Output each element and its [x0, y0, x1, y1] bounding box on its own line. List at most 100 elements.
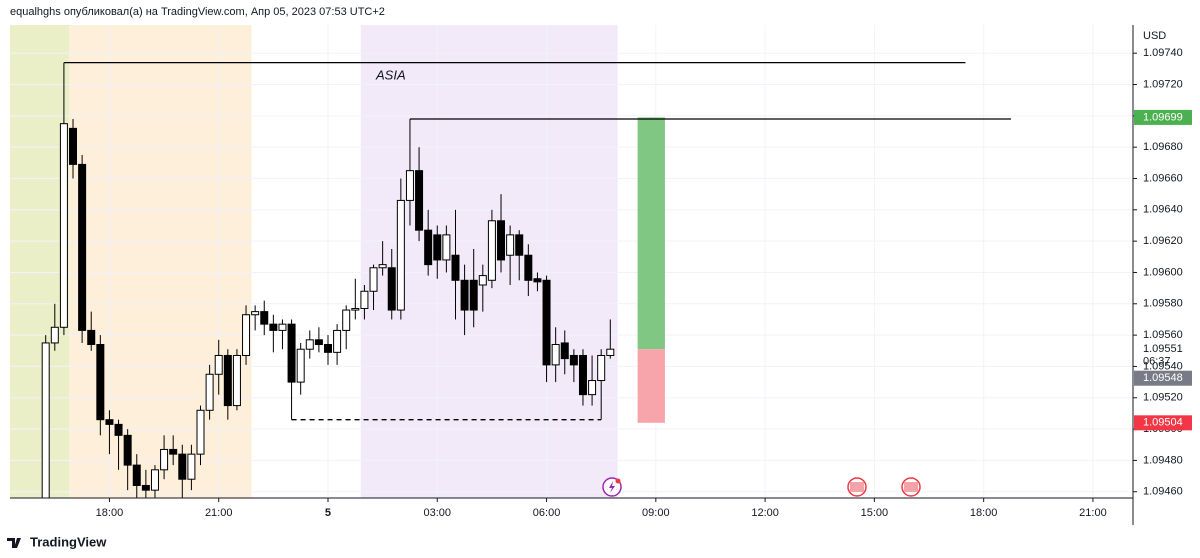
- price-tag-label: 1.09551: [1143, 343, 1183, 355]
- y-tick-label: 1.09620: [1143, 235, 1183, 247]
- session-band: [10, 25, 70, 498]
- y-tick-label: 1.09560: [1143, 329, 1183, 341]
- candle-body: [597, 354, 606, 382]
- candle-body: [87, 329, 96, 346]
- candle-body: [96, 344, 105, 421]
- candle-body: [305, 339, 314, 350]
- candle-body: [196, 409, 205, 455]
- candle-body: [506, 234, 515, 256]
- candle-body: [569, 354, 578, 366]
- candle-body: [378, 264, 387, 269]
- price-tag-label: 1.09504: [1143, 417, 1183, 429]
- y-tick-label: 1.09520: [1143, 392, 1183, 404]
- y-tick-label: 1.09720: [1143, 78, 1183, 90]
- candle-body: [214, 354, 223, 375]
- y-tick-label: 1.09480: [1143, 454, 1183, 466]
- currency: USD: [1143, 30, 1166, 42]
- y-tick-label: 1.09580: [1143, 298, 1183, 310]
- x-tick-label: 03:00: [424, 507, 452, 519]
- x-tick-label: 06:00: [533, 507, 561, 519]
- y-tick-label: 1.09540: [1143, 360, 1183, 372]
- candle-body: [460, 279, 469, 311]
- candle-body: [451, 254, 460, 281]
- y-tick-label: 1.09460: [1143, 486, 1183, 498]
- candle-body: [551, 344, 560, 366]
- candle-body: [342, 309, 351, 331]
- event-icon: [609, 481, 615, 493]
- candle-body: [50, 326, 59, 344]
- candle-body: [141, 484, 150, 491]
- candle-body: [69, 127, 78, 165]
- candle-body: [114, 423, 123, 436]
- logo-mark: [7, 538, 21, 548]
- candle-body: [405, 170, 414, 201]
- candle-body: [560, 342, 569, 360]
- candle-body: [232, 354, 241, 407]
- position-stop: [637, 349, 665, 423]
- candle-body: [442, 234, 451, 261]
- candle-body: [415, 170, 424, 231]
- candle-body: [150, 469, 159, 491]
- candle-body: [369, 267, 378, 292]
- x-tick-label: 09:00: [642, 507, 670, 519]
- candle-body: [78, 163, 87, 331]
- price-tag: [1134, 415, 1192, 431]
- position-target: [637, 117, 665, 350]
- event-icon: [904, 482, 918, 492]
- y-tick-label: 1.09740: [1143, 47, 1183, 59]
- y-tick-label: 1.09680: [1143, 141, 1183, 153]
- candle-body: [59, 123, 68, 328]
- event-icon: [615, 478, 621, 484]
- x-tick-label: 5: [325, 507, 331, 519]
- candle-body: [333, 329, 342, 353]
- candle-body: [160, 448, 169, 471]
- candle-body: [169, 448, 178, 455]
- candle-body: [515, 234, 524, 256]
- plot-layer: [10, 25, 1133, 498]
- event-icon: [850, 482, 864, 492]
- candle-body: [178, 453, 187, 480]
- price-tag: [1134, 109, 1192, 125]
- price-tag-countdown: 06:37: [1143, 356, 1171, 368]
- candle-body: [578, 354, 587, 396]
- candle-body: [606, 348, 615, 356]
- candle-body: [296, 348, 305, 383]
- x-tick-label: 18:00: [970, 507, 998, 519]
- candle-body: [287, 323, 296, 383]
- session-band: [69, 25, 252, 498]
- candle-body: [105, 419, 114, 425]
- candle-body: [41, 342, 50, 498]
- x-tick-label: 12:00: [751, 507, 779, 519]
- candle-body: [387, 267, 396, 311]
- price-tag-label: 1.09548: [1143, 372, 1183, 384]
- candle-body: [533, 278, 542, 283]
- x-tick-label: 18:00: [96, 507, 124, 519]
- candle-body: [260, 311, 269, 325]
- candle-body: [187, 453, 196, 480]
- candle-body: [323, 344, 332, 353]
- candle-body: [269, 323, 278, 331]
- candle-body: [542, 279, 551, 366]
- candle-body: [487, 220, 496, 281]
- candle-body: [497, 220, 506, 261]
- price-tag: [1134, 370, 1192, 386]
- candle-body: [278, 323, 287, 331]
- footer: TradingView: [30, 534, 107, 549]
- header: equalhghs опубликовал(а) на TradingView.…: [10, 6, 385, 18]
- candle-body: [396, 199, 405, 311]
- candle-body: [469, 279, 478, 311]
- candle-body: [132, 464, 141, 486]
- y-tick-label: 1.09640: [1143, 204, 1183, 216]
- candle-body: [433, 234, 442, 261]
- candle-body: [424, 229, 433, 266]
- candle-body: [314, 339, 323, 346]
- candle-body: [588, 380, 597, 396]
- candle-body: [123, 434, 132, 466]
- price-tag-label: 1.09699: [1143, 111, 1183, 123]
- candle-body: [351, 307, 360, 311]
- y-tick-label: 1.09660: [1143, 172, 1183, 184]
- candle-body: [251, 311, 260, 316]
- y-tick-label: 1.09600: [1143, 266, 1183, 278]
